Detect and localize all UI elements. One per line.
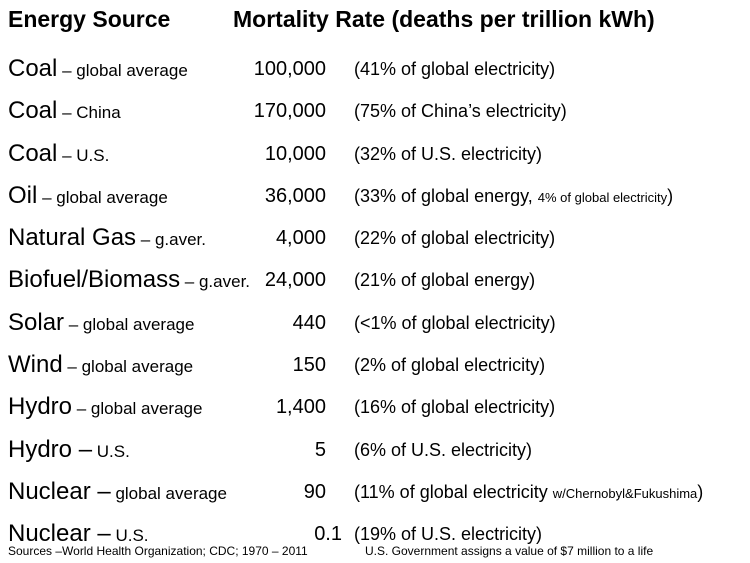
- share-text: (33% of global energy,: [354, 185, 538, 206]
- source-qualifier: global average: [110, 483, 227, 503]
- table-row: Natural Gas – g.aver. 4,000 (22% of glob…: [0, 219, 750, 261]
- share-cell: (<1% of global electricity): [354, 308, 556, 340]
- source-name: Biofuel/Biomass: [8, 266, 181, 294]
- table-row: Hydro – global average 1,400 (16% of glo…: [0, 388, 750, 430]
- share-cell: (6% of U.S. electricity): [354, 435, 532, 467]
- table-row: Solar – global average 440 (<1% of globa…: [0, 304, 750, 346]
- source-qualifier: – global average: [37, 187, 168, 207]
- energy-source-cell: Natural Gas – g.aver.: [8, 223, 206, 255]
- source-qualifier: U.S.: [92, 441, 130, 461]
- share-text: (41% of global electricity): [354, 59, 556, 79]
- share-cell: (33% of global energy, 4% of global elec…: [354, 181, 673, 213]
- mortality-rate-cell: 100,000: [253, 58, 326, 80]
- source-qualifier: – global average: [57, 61, 188, 80]
- mortality-rate-cell: 150: [292, 354, 326, 377]
- source-qualifier: – g.aver.: [180, 272, 251, 292]
- source-name: Coal: [8, 139, 58, 167]
- energy-source-cell: Nuclear – global average: [8, 477, 227, 509]
- share-text: (6% of U.S. electricity): [354, 439, 533, 460]
- mortality-table: Coal – global average 100,000 (41% of gl…: [0, 50, 750, 558]
- share-text: (11% of global electricity: [354, 481, 553, 502]
- share-cell: (11% of global electricity w/Chernobyl&F…: [354, 477, 703, 509]
- share-small-text: w/Chernobyl&Fukushima: [552, 485, 698, 501]
- source-qualifier: – global average: [62, 357, 194, 377]
- source-name: Oil: [8, 181, 38, 209]
- mortality-rate-cell: 4,000: [275, 227, 326, 250]
- share-cell: (75% of China’s electricity): [354, 96, 567, 128]
- share-text: (16% of global electricity): [354, 397, 556, 418]
- share-end-text: ): [697, 481, 704, 502]
- share-text: (21% of global energy): [354, 270, 536, 291]
- source-qualifier: – China: [57, 103, 121, 123]
- source-qualifier: – g.aver.: [136, 230, 206, 250]
- column-header-energy-source: Energy Source: [8, 6, 171, 32]
- table-row: Nuclear – global average 90 (11% of glob…: [0, 473, 750, 515]
- share-end-text: ): [667, 185, 674, 206]
- source-name: Natural Gas: [8, 224, 137, 252]
- table-row: Biofuel/Biomass – g.aver. 24,000 (21% of…: [0, 261, 750, 303]
- value-of-life-note: U.S. Government assigns a value of $7 mi…: [365, 544, 654, 558]
- source-qualifier: – global average: [64, 314, 195, 334]
- source-qualifier: U.S.: [110, 526, 149, 546]
- table-row: Coal – global average 100,000 (41% of gl…: [0, 50, 750, 92]
- column-header-mortality-rate: Mortality Rate (deaths per trillion kWh): [233, 6, 655, 32]
- table-row: Nuclear – U.S. 0.1 (19% of U.S. electric…: [0, 515, 750, 557]
- share-text: (32% of U.S. electricity): [354, 143, 543, 164]
- energy-source-cell: Biofuel/Biomass – g.aver.: [8, 265, 250, 297]
- mortality-rate-cell: 10,000: [264, 142, 326, 165]
- mortality-rate-cell: 90: [303, 480, 326, 503]
- energy-source-cell: Coal – China: [8, 96, 121, 128]
- energy-source-cell: Wind – global average: [8, 350, 193, 382]
- mortality-rate-cell: 24,000: [264, 269, 326, 292]
- energy-source-cell: Solar – global average: [8, 308, 194, 340]
- share-cell: (22% of global electricity): [354, 223, 555, 255]
- mortality-rate-cell: 1,400: [275, 396, 326, 419]
- mortality-rate-cell: 5: [314, 438, 326, 461]
- share-cell: (41% of global electricity): [354, 54, 555, 86]
- share-cell: (21% of global energy): [354, 265, 535, 297]
- share-cell: (32% of U.S. electricity): [354, 139, 542, 171]
- source-name: Hydro: [8, 393, 73, 421]
- source-qualifier: – U.S.: [57, 145, 110, 165]
- share-cell: (19% of U.S. electricity): [354, 519, 542, 551]
- energy-source-cell: Coal – U.S.: [8, 139, 109, 171]
- mortality-rate-cell: 170,000: [253, 100, 326, 123]
- table-row: Coal – China 170,000 (75% of China’s ele…: [0, 92, 750, 134]
- share-text: (2% of global electricity): [354, 355, 546, 376]
- share-text: (<1% of global electricity): [354, 312, 556, 333]
- mortality-rate-cell: 440: [292, 311, 326, 334]
- source-name: Hydro –: [8, 435, 93, 463]
- energy-source-cell: Oil – global average: [8, 181, 168, 213]
- share-cell: (2% of global electricity): [354, 350, 545, 382]
- source-qualifier: – global average: [72, 399, 203, 419]
- source-name: Wind: [8, 351, 63, 379]
- source-name: Solar: [8, 308, 65, 336]
- share-text: (22% of global electricity): [354, 228, 556, 249]
- table-row: Wind – global average 150 (2% of global …: [0, 346, 750, 388]
- table-row: Coal – U.S. 10,000 (32% of U.S. electric…: [0, 135, 750, 177]
- mortality-rate-cell: 36,000: [264, 184, 326, 207]
- mortality-rate-cell: 0.1: [314, 523, 342, 546]
- energy-source-cell: Coal – global average: [8, 54, 188, 86]
- table-header: Energy Source Mortality Rate (deaths per…: [0, 6, 750, 36]
- share-text: (19% of U.S. electricity): [354, 524, 543, 545]
- energy-source-cell: Hydro – U.S.: [8, 435, 130, 467]
- sources-note: Sources –World Health Organization; CDC;…: [8, 544, 308, 558]
- source-name: Nuclear –: [8, 520, 111, 548]
- table-row: Hydro – U.S. 5 (6% of U.S. electricity): [0, 431, 750, 473]
- table-row: Oil – global average 36,000 (33% of glob…: [0, 177, 750, 219]
- share-text: (75% of China’s electricity): [354, 101, 567, 122]
- source-name: Nuclear –: [8, 477, 111, 505]
- source-name: Coal: [8, 97, 58, 125]
- energy-source-cell: Nuclear – U.S.: [8, 519, 149, 551]
- source-name: Coal: [8, 55, 58, 82]
- share-cell: (16% of global electricity): [354, 392, 555, 424]
- energy-source-cell: Hydro – global average: [8, 392, 202, 424]
- share-small-text: 4% of global electricity: [537, 189, 668, 205]
